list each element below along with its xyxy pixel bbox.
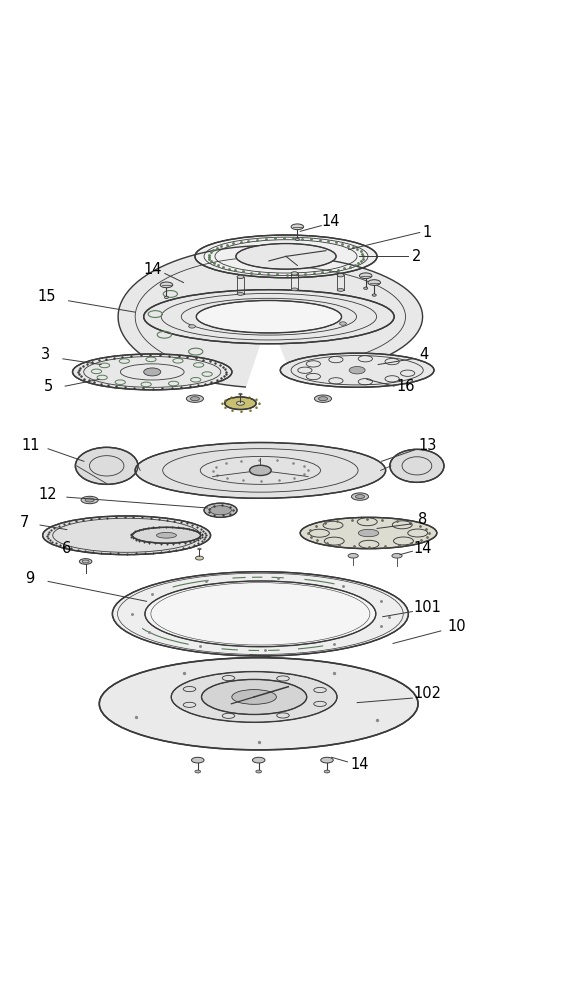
Polygon shape [118,246,292,387]
Ellipse shape [196,300,341,333]
Ellipse shape [165,296,169,298]
Ellipse shape [186,395,204,402]
Text: 2: 2 [412,249,422,264]
Text: 7: 7 [19,515,29,530]
Ellipse shape [85,498,94,502]
Text: 101: 101 [413,600,441,615]
Ellipse shape [315,395,332,402]
Ellipse shape [359,273,372,279]
Ellipse shape [201,679,307,714]
Ellipse shape [348,554,358,558]
Ellipse shape [237,293,244,295]
Text: 12: 12 [39,487,57,502]
Ellipse shape [190,397,200,401]
Ellipse shape [112,572,408,656]
Ellipse shape [324,770,330,773]
Ellipse shape [144,368,161,376]
Ellipse shape [291,288,298,291]
Ellipse shape [321,757,333,763]
Ellipse shape [390,449,444,482]
Ellipse shape [351,493,368,500]
Ellipse shape [372,294,376,296]
Ellipse shape [81,496,98,504]
Ellipse shape [319,397,328,401]
Text: 16: 16 [396,379,415,394]
Ellipse shape [252,757,265,763]
Ellipse shape [100,658,418,750]
Ellipse shape [249,465,271,476]
Ellipse shape [171,672,337,722]
Ellipse shape [291,224,304,230]
Text: 6: 6 [62,541,72,556]
Ellipse shape [73,354,232,390]
Ellipse shape [210,506,231,515]
Text: 5: 5 [43,379,53,394]
Ellipse shape [337,289,344,291]
Ellipse shape [80,559,92,564]
Ellipse shape [239,393,242,395]
Ellipse shape [364,287,368,289]
Text: 3: 3 [41,347,50,362]
Ellipse shape [337,273,344,277]
Ellipse shape [392,554,402,558]
Ellipse shape [135,443,386,498]
Ellipse shape [236,401,244,405]
Ellipse shape [76,447,138,484]
Text: 102: 102 [413,686,441,701]
Ellipse shape [355,495,364,499]
Polygon shape [245,255,423,377]
Ellipse shape [358,529,379,537]
Ellipse shape [232,690,276,704]
Text: 14: 14 [414,541,432,556]
Ellipse shape [256,770,261,773]
Text: 4: 4 [419,347,428,362]
Ellipse shape [195,770,201,773]
Text: 13: 13 [418,438,436,453]
Ellipse shape [368,280,380,285]
Ellipse shape [145,581,376,647]
Ellipse shape [280,353,434,387]
Ellipse shape [43,516,210,555]
Ellipse shape [204,503,237,517]
Ellipse shape [132,527,201,543]
Ellipse shape [349,367,365,374]
Text: 14: 14 [143,262,161,277]
Text: 14: 14 [321,214,340,229]
Ellipse shape [192,757,204,763]
Ellipse shape [225,397,256,409]
Text: 8: 8 [418,512,427,527]
Ellipse shape [237,275,244,279]
Ellipse shape [291,272,298,275]
Ellipse shape [295,238,299,240]
Ellipse shape [189,325,196,328]
Ellipse shape [340,322,346,325]
Ellipse shape [196,556,204,560]
Ellipse shape [157,532,176,538]
Text: 15: 15 [38,289,56,304]
Ellipse shape [236,244,336,269]
Ellipse shape [160,282,173,288]
Text: 14: 14 [351,757,370,772]
Text: 9: 9 [25,571,34,586]
Ellipse shape [144,290,394,344]
Text: 10: 10 [447,619,466,634]
Ellipse shape [198,548,201,550]
Text: 1: 1 [423,225,432,240]
Ellipse shape [195,235,377,278]
Ellipse shape [300,517,437,549]
Text: 11: 11 [22,438,40,453]
